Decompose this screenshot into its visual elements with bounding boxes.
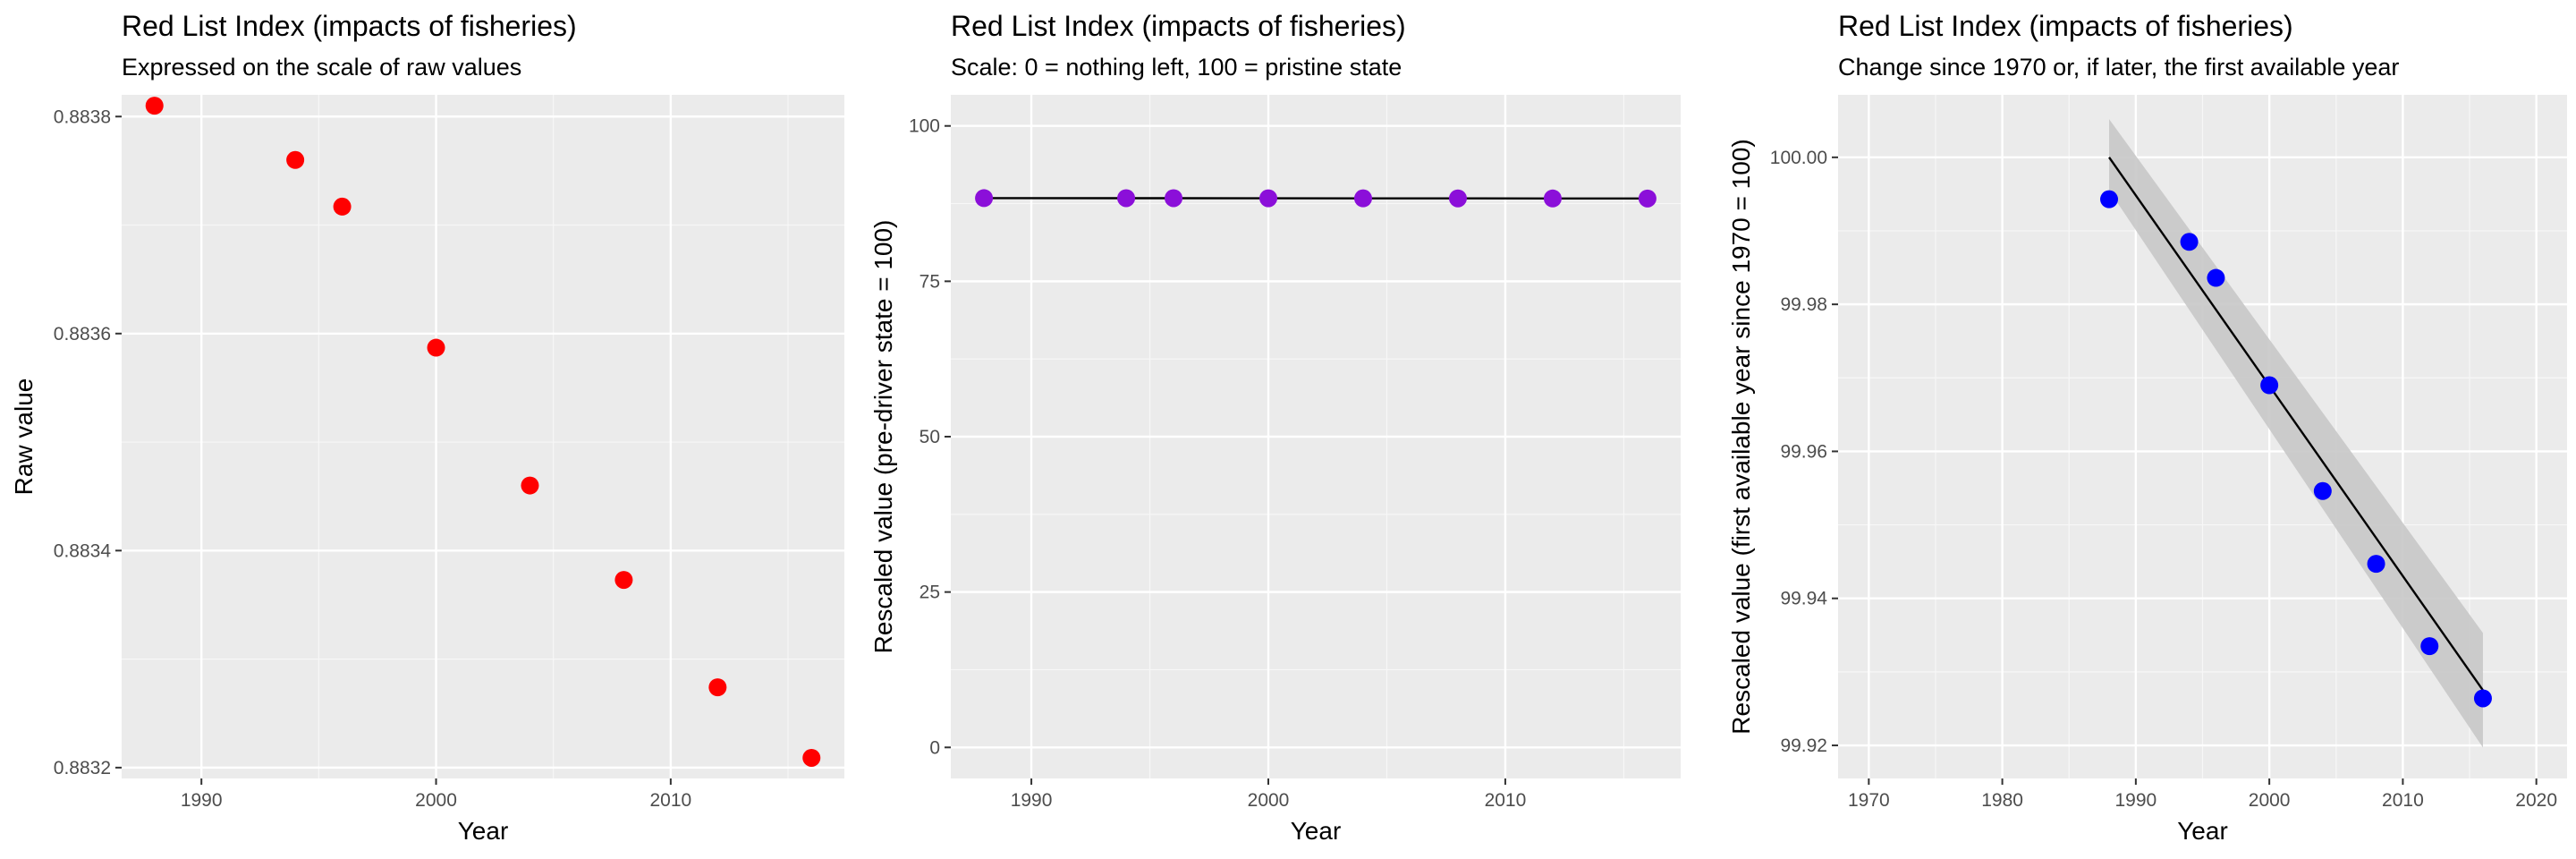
y-axis-title: Rescaled value (first available year sin… [1727, 139, 1755, 734]
x-tick-label: 2010 [2382, 790, 2424, 811]
y-axis-title: Rescaled value (pre-driver state = 100) [869, 220, 897, 654]
x-tick-label: 1990 [2115, 790, 2157, 811]
data-point [1448, 189, 1467, 208]
y-tick-label: 25 [919, 583, 940, 603]
chart-subtitle: Expressed on the scale of raw values [122, 54, 521, 81]
data-point [708, 678, 727, 697]
data-point [1117, 189, 1136, 208]
data-point [427, 338, 445, 357]
data-point [1353, 189, 1372, 208]
x-axis-title: Year [2177, 817, 2228, 845]
y-tick-label: 99.94 [1780, 589, 1827, 609]
chart-panel-3: 1970 1980 1990 2000 2010 2020 99.92 99.94 99.96 9… [1727, 10, 2567, 845]
x-tick-label: 2010 [650, 790, 692, 811]
data-point [2473, 689, 2492, 708]
y-tick-label: 75 [919, 271, 940, 292]
chart-panel-2: 1990 2000 2010 0 25 50 75 100 Red List Index (im… [869, 10, 1681, 845]
plot-background [122, 95, 844, 778]
trend-line [2108, 157, 2484, 692]
data-point [2260, 376, 2279, 395]
x-axis-title: Year [458, 817, 509, 845]
x-tick-label: 1970 [1848, 790, 1890, 811]
x-tick-label: 2000 [1248, 790, 1290, 811]
data-point [2180, 233, 2199, 251]
x-tick-label: 1980 [1981, 790, 2023, 811]
y-tick-label: 0.8834 [54, 540, 112, 561]
y-tick-label: 0.8836 [54, 324, 111, 344]
data-point [975, 189, 994, 208]
chart-title: Red List Index (impacts of fisheries) [1838, 10, 2293, 42]
y-tick-label: 99.96 [1780, 441, 1827, 462]
chart-title: Red List Index (impacts of fisheries) [122, 10, 577, 42]
chart-subtitle: Scale: 0 = nothing left, 100 = pristine … [951, 54, 1402, 81]
data-point [521, 476, 539, 495]
x-axis-title: Year [1291, 817, 1342, 845]
y-tick-label: 100.00 [1770, 148, 1827, 168]
y-tick-label: 50 [919, 427, 940, 447]
x-tick-label: 2010 [1485, 790, 1527, 811]
chart-title: Red List Index (impacts of fisheries) [951, 10, 1406, 42]
y-tick-label: 0.8838 [54, 106, 111, 127]
y-tick-label: 0.8832 [54, 758, 111, 778]
data-point [286, 150, 305, 169]
data-point [614, 571, 633, 590]
x-tick-label: 1990 [181, 790, 223, 811]
y-tick-label: 0 [929, 737, 940, 758]
y-tick-label: 99.98 [1780, 294, 1827, 315]
data-point [802, 748, 821, 767]
y-tick-label: 99.92 [1780, 736, 1827, 756]
data-point [1543, 189, 1562, 208]
data-point [1165, 189, 1183, 208]
x-tick-label: 2000 [415, 790, 457, 811]
y-axis-title: Raw value [10, 378, 38, 496]
data-point [2313, 481, 2332, 500]
data-point [1259, 189, 1278, 208]
data-point [2420, 637, 2439, 656]
chart-subtitle: Change since 1970 or, if later, the firs… [1838, 54, 2399, 81]
data-point [333, 197, 352, 216]
data-point [145, 97, 164, 115]
data-point [2367, 555, 2385, 574]
confidence-band [2109, 119, 2483, 748]
data-point [2207, 268, 2225, 287]
x-tick-label: 1990 [1011, 790, 1053, 811]
x-tick-label: 2020 [2515, 790, 2557, 811]
x-tick-label: 2000 [2249, 790, 2291, 811]
y-tick-label: 100 [909, 116, 940, 137]
data-point [1638, 189, 1657, 208]
chart-panel-1: 1990 2000 2010 0.8832 0.8834 0.8836 0.8838 Red … [10, 10, 844, 845]
data-point [2100, 190, 2119, 208]
